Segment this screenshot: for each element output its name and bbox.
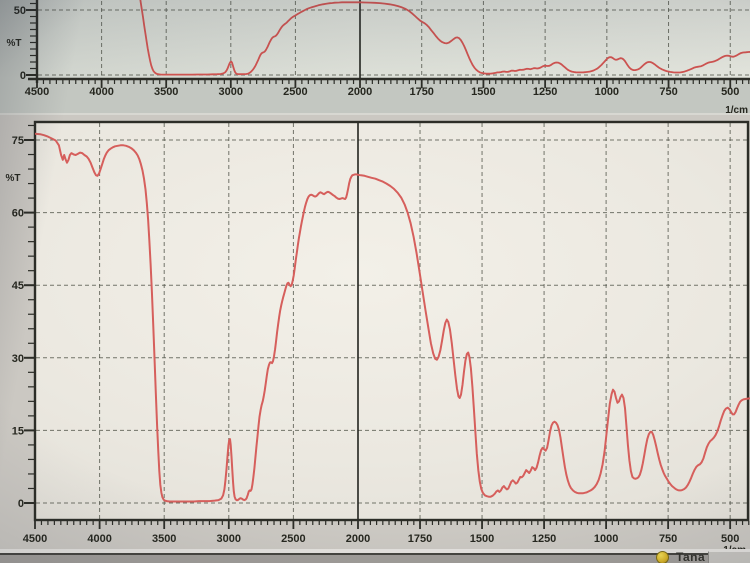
window-divider — [0, 113, 750, 115]
plot-border — [33, 120, 750, 522]
x-tick-label-1750: 1750 — [409, 86, 433, 98]
x-tick-label-500: 500 — [721, 86, 739, 98]
y-axis-unit-label: %T — [7, 38, 22, 49]
x-tick-label-3500: 3500 — [152, 533, 176, 545]
x-tick-label-500: 500 — [721, 533, 739, 545]
ir-curve-transmittance-upper — [139, 0, 750, 76]
y-tick-label-30: 30 — [12, 353, 24, 365]
top-plot-area[interactable] — [37, 0, 750, 79]
taskbar — [0, 555, 750, 563]
x-tick-label-1250: 1250 — [533, 86, 557, 98]
x-tick-label-1250: 1250 — [532, 533, 556, 545]
y-tick-label-0: 0 — [18, 498, 24, 510]
x-tick-label-4500: 4500 — [23, 533, 47, 545]
taskbar-top-edge — [0, 549, 750, 555]
x-tick-label-2000: 2000 — [346, 533, 370, 545]
x-tick-label-3000: 3000 — [217, 533, 241, 545]
taskbar-label: Tana — [676, 550, 706, 563]
x-tick-label-3500: 3500 — [154, 86, 178, 98]
x-tick-label-3000: 3000 — [219, 86, 243, 98]
app-yellow-circle-icon[interactable] — [656, 551, 669, 563]
x-tick-label-1750: 1750 — [408, 533, 432, 545]
x-tick-label-4000: 4000 — [89, 86, 113, 98]
x-tick-label-1500: 1500 — [470, 533, 494, 545]
x-tick-label-2500: 2500 — [281, 533, 305, 545]
y-tick-label-50: 50 — [14, 5, 26, 17]
y-tick-label-60: 60 — [12, 208, 24, 220]
x-tick-label-1000: 1000 — [595, 86, 619, 98]
x-tick-label-2500: 2500 — [283, 86, 307, 98]
x-tick-label-750: 750 — [659, 86, 677, 98]
ir-curve-transmittance-main — [35, 132, 750, 503]
y-tick-label-15: 15 — [12, 425, 24, 437]
y-tick-label-0: 0 — [20, 70, 26, 82]
x-tick-label-750: 750 — [659, 533, 677, 545]
ir-chart-bottom: 75 60 45 30 15 0 %T 4500 4000 3500 3000 2500 2000 175… — [6, 120, 750, 556]
y-tick-label-45: 45 — [12, 280, 24, 292]
x-tick-label-4500: 4500 — [25, 86, 49, 98]
y-axis-unit-label: %T — [6, 173, 21, 184]
x-tick-label-2000: 2000 — [348, 86, 372, 98]
x-tick-label-1500: 1500 — [471, 86, 495, 98]
y-tick-label-75: 75 — [12, 135, 24, 147]
taskbar-button[interactable] — [708, 551, 750, 563]
x-tick-label-1000: 1000 — [594, 533, 618, 545]
x-tick-label-4000: 4000 — [87, 533, 111, 545]
x-axis-unit-label: 1/cm — [725, 105, 748, 116]
